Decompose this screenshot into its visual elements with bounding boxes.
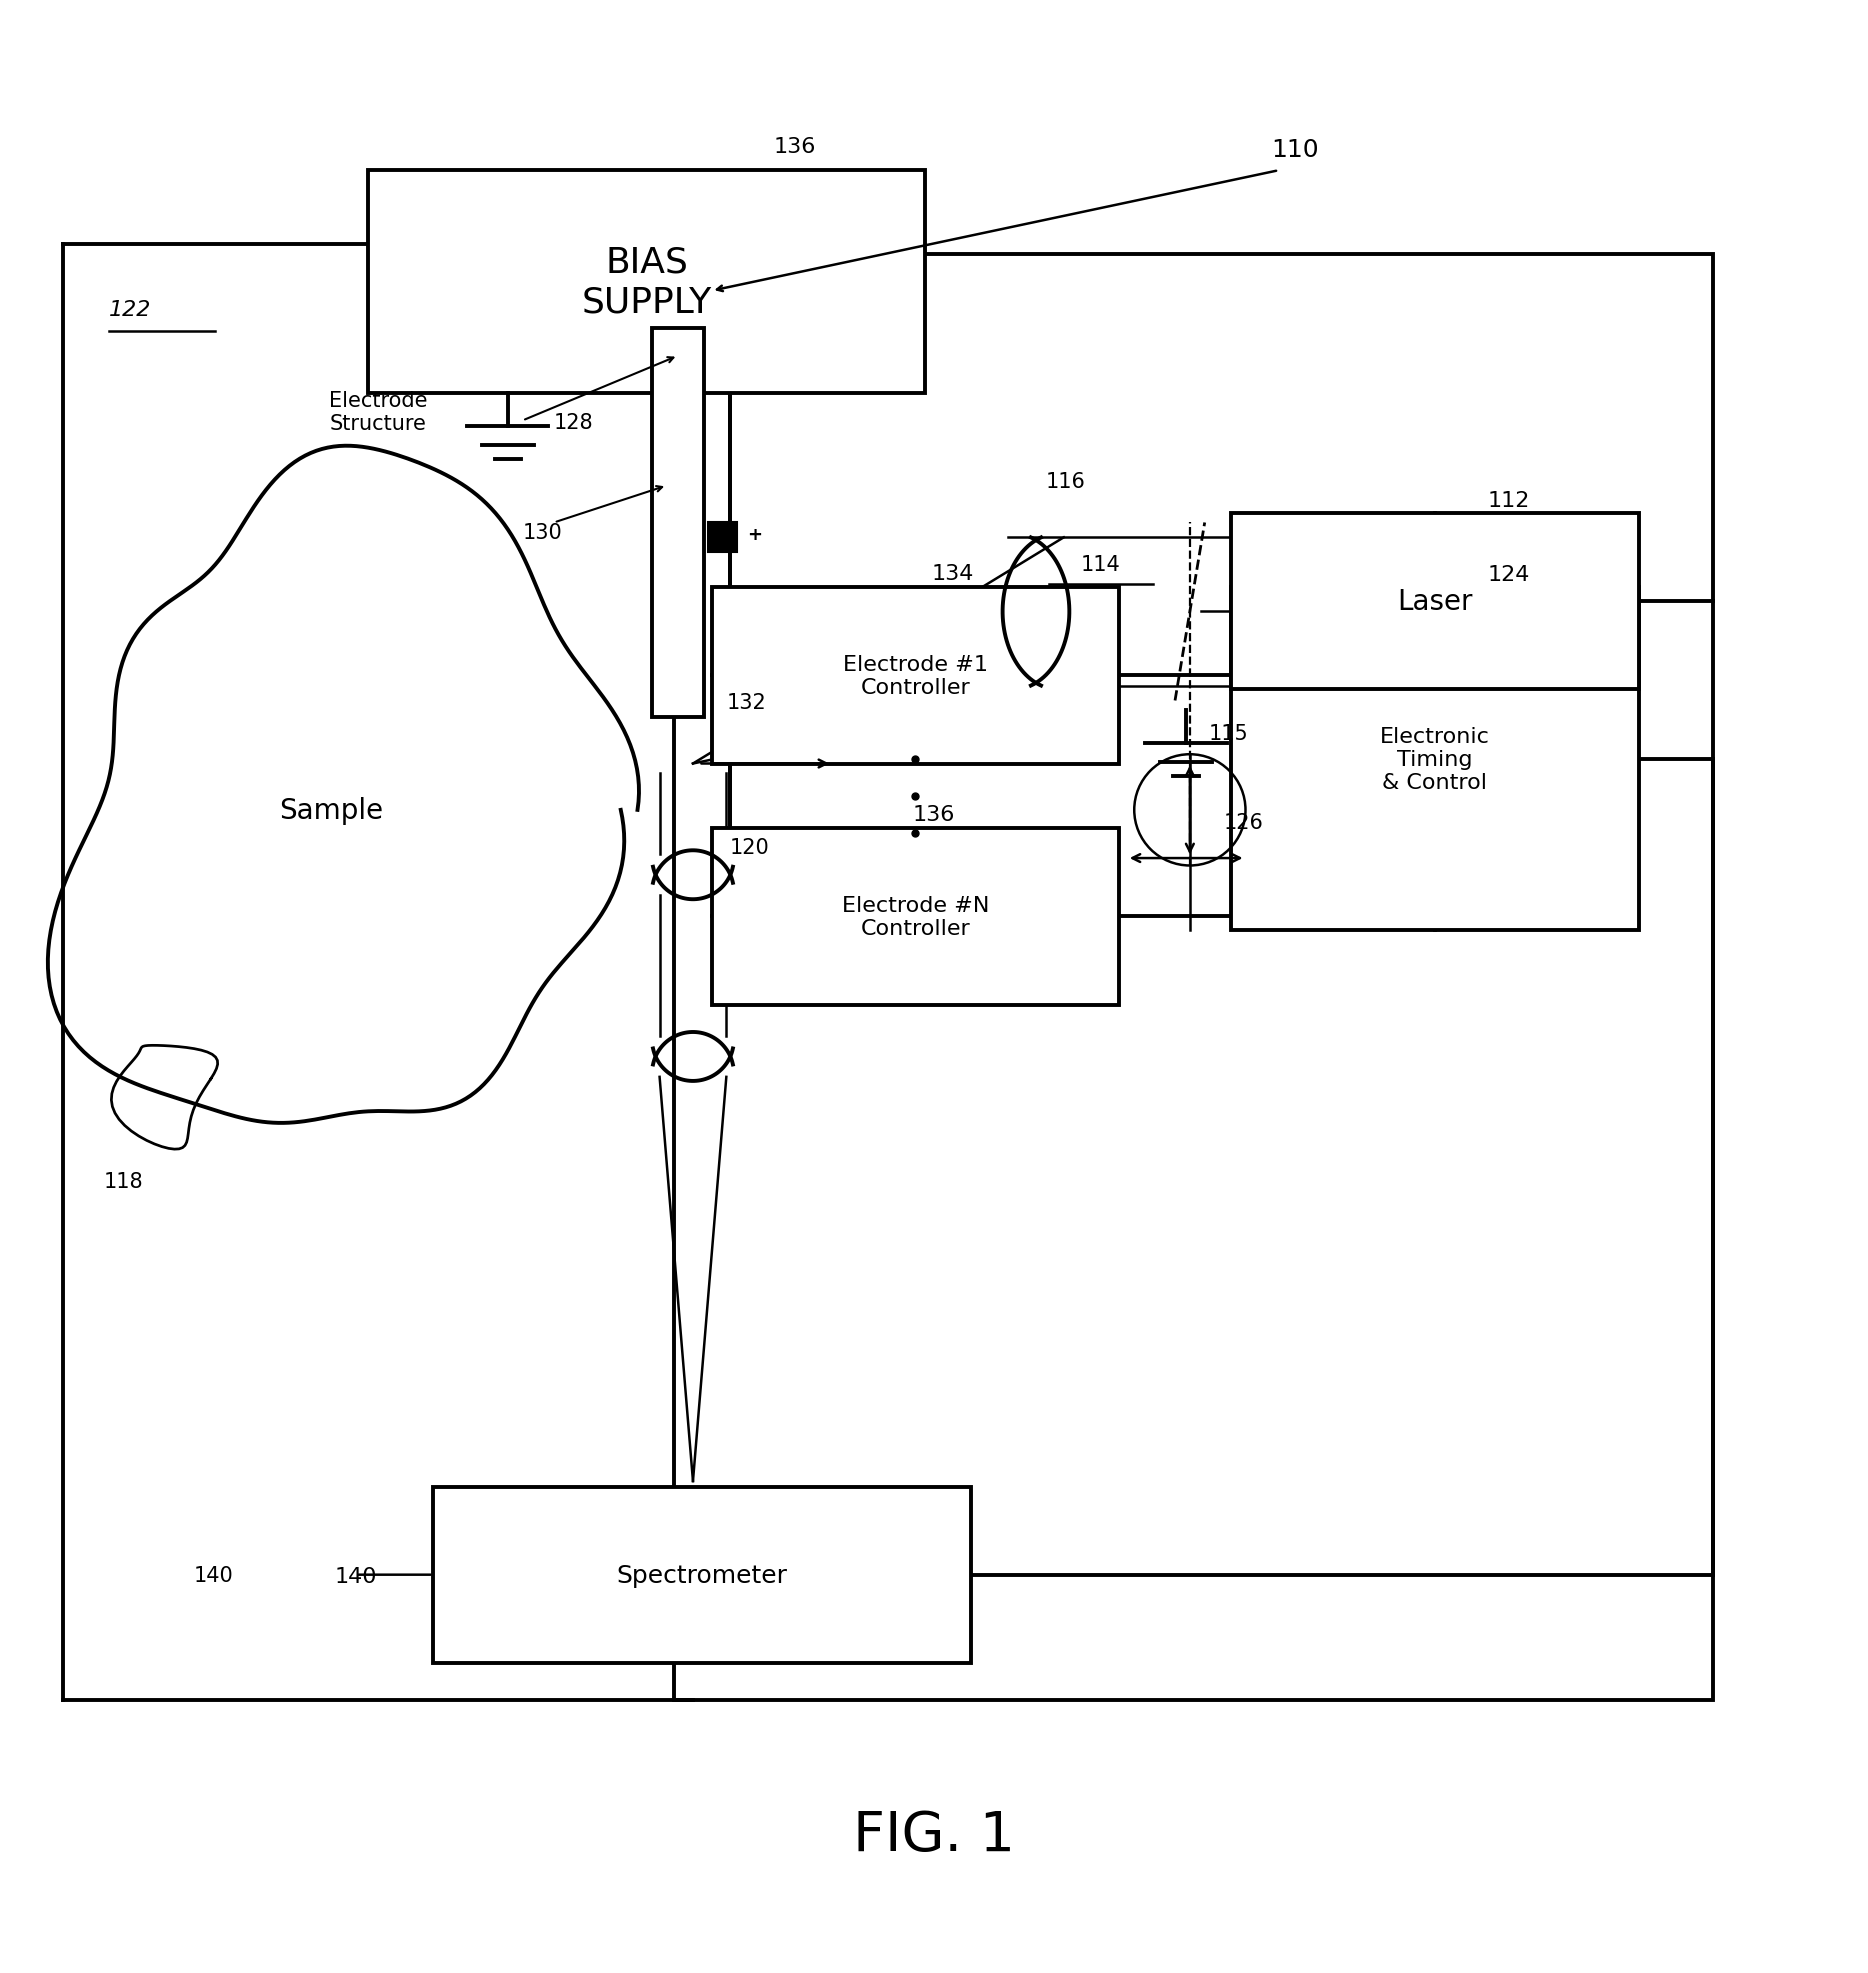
Text: 134: 134 [932, 562, 973, 584]
Text: 116: 116 [1046, 472, 1085, 491]
FancyBboxPatch shape [652, 329, 704, 718]
Text: 132: 132 [727, 693, 766, 712]
FancyBboxPatch shape [712, 588, 1119, 764]
FancyBboxPatch shape [368, 172, 925, 393]
Text: Laser: Laser [1397, 588, 1472, 616]
FancyBboxPatch shape [1231, 588, 1638, 931]
Text: 128: 128 [555, 412, 594, 434]
Text: 130: 130 [523, 523, 562, 543]
Text: Electrode #N
Controller: Electrode #N Controller [842, 896, 990, 939]
Text: Electrode #1
Controller: Electrode #1 Controller [842, 655, 988, 698]
Text: 120: 120 [730, 837, 770, 858]
Text: Electrode
Structure: Electrode Structure [329, 391, 428, 434]
FancyBboxPatch shape [1231, 513, 1638, 691]
Text: 115: 115 [1209, 724, 1248, 744]
Text: 114: 114 [1082, 554, 1121, 574]
Text: 112: 112 [1487, 491, 1530, 511]
Text: +: + [747, 525, 762, 543]
Text: 140: 140 [334, 1567, 377, 1586]
Text: 122: 122 [108, 300, 151, 320]
FancyBboxPatch shape [712, 829, 1119, 1004]
Text: 136: 136 [913, 805, 955, 825]
Text: 118: 118 [103, 1172, 144, 1192]
Text: 110: 110 [1272, 138, 1319, 162]
FancyBboxPatch shape [433, 1488, 971, 1663]
FancyBboxPatch shape [708, 523, 738, 552]
Text: Spectrometer: Spectrometer [616, 1563, 788, 1586]
Text: 126: 126 [1224, 813, 1263, 833]
Text: 136: 136 [773, 136, 816, 158]
Text: BIAS
SUPPLY: BIAS SUPPLY [581, 245, 712, 320]
Text: 140: 140 [194, 1565, 234, 1584]
Text: 124: 124 [1487, 564, 1530, 586]
Text: Sample: Sample [280, 797, 383, 825]
Text: Electronic
Timing
& Control: Electronic Timing & Control [1380, 726, 1489, 793]
Text: FIG. 1: FIG. 1 [854, 1809, 1014, 1863]
